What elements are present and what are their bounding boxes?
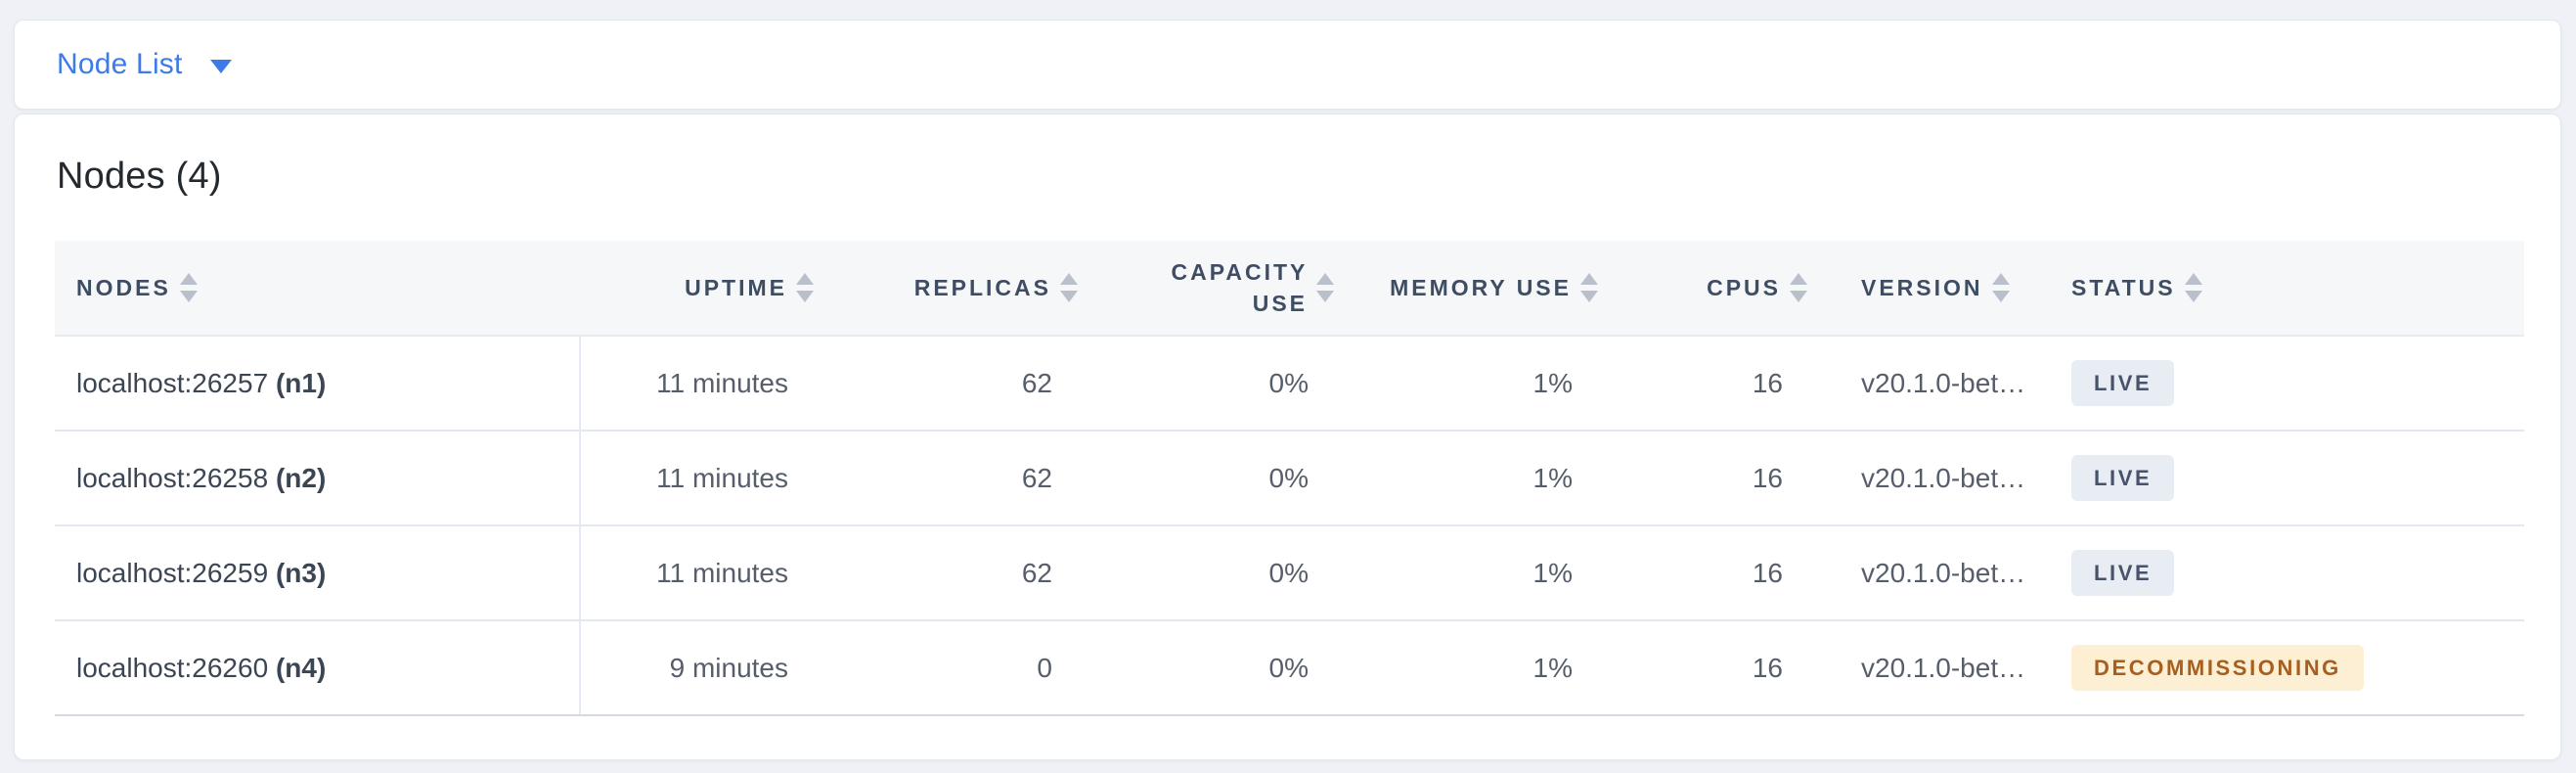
sort-arrows-icon <box>2184 273 2202 302</box>
column-header-uptime[interactable]: UPTIME <box>580 241 822 337</box>
status-badge: LIVE <box>2071 360 2175 406</box>
node-address-cell: localhost:26257 (n1) <box>55 336 581 432</box>
capacity-use-cell: 0% <box>1087 620 1343 716</box>
node-id: (n2) <box>275 462 327 493</box>
replicas-cell: 0 <box>822 620 1087 716</box>
view-selector-label: Node List <box>57 48 183 80</box>
version-cell: v20.1.0-bet… <box>1807 336 2047 432</box>
column-header-memory-use[interactable]: MEMORY USE <box>1343 241 1626 337</box>
page-title: Nodes (4) <box>57 156 222 197</box>
node-address: localhost:26259 <box>76 557 269 588</box>
status-badge: LIVE <box>2071 550 2175 596</box>
uptime-cell: 11 minutes <box>580 431 822 526</box>
memory-use-cell: 1% <box>1343 620 1626 716</box>
nodes-table: NODES UPTIME REPLICAS CAPACITY USE <box>55 241 2524 716</box>
node-address: localhost:26260 <box>76 652 269 683</box>
sort-arrows-icon <box>1790 273 1807 302</box>
replicas-cell: 62 <box>822 336 1087 432</box>
capacity-use-cell: 0% <box>1087 525 1343 621</box>
status-badge: LIVE <box>2071 455 2175 501</box>
node-address: localhost:26258 <box>76 462 269 493</box>
column-header-status[interactable]: STATUS <box>2047 241 2524 337</box>
status-cell: LIVE <box>2047 336 2524 432</box>
column-header-capacity-use[interactable]: CAPACITY USE <box>1087 241 1343 337</box>
sort-arrows-icon <box>179 273 198 302</box>
status-cell: LIVE <box>2047 431 2524 526</box>
cpus-cell: 16 <box>1626 431 1807 526</box>
uptime-cell: 11 minutes <box>580 525 822 621</box>
memory-use-cell: 1% <box>1343 525 1626 621</box>
node-id: (n1) <box>275 367 327 398</box>
cpus-cell: 16 <box>1626 336 1807 432</box>
table-header-row: NODES UPTIME REPLICAS CAPACITY USE <box>55 241 2524 337</box>
sort-arrows-icon <box>1060 273 1078 302</box>
view-selector-dropdown[interactable]: Node List <box>57 48 232 81</box>
sort-arrows-icon <box>1316 273 1334 302</box>
cpus-cell: 16 <box>1626 525 1807 621</box>
node-id: (n3) <box>275 557 327 588</box>
nodes-card: Nodes (4) NODES UPTIME RE <box>14 114 2561 760</box>
version-cell: v20.1.0-bet… <box>1807 525 2047 621</box>
table-row[interactable]: localhost:26257 (n1) 11 minutes 62 0% 1%… <box>55 336 2524 432</box>
cpus-cell: 16 <box>1626 620 1807 716</box>
status-cell: DECOMMISSIONING <box>2047 620 2524 716</box>
node-address: localhost:26257 <box>76 367 269 398</box>
table-row[interactable]: localhost:26259 (n3) 11 minutes 62 0% 1%… <box>55 525 2524 621</box>
version-cell: v20.1.0-bet… <box>1807 431 2047 526</box>
caret-down-icon <box>209 59 232 73</box>
memory-use-cell: 1% <box>1343 336 1626 432</box>
uptime-cell: 9 minutes <box>580 620 822 716</box>
column-header-version[interactable]: VERSION <box>1807 241 2047 337</box>
node-id: (n4) <box>275 652 327 683</box>
uptime-cell: 11 minutes <box>580 336 822 432</box>
replicas-cell: 62 <box>822 431 1087 526</box>
capacity-use-cell: 0% <box>1087 336 1343 432</box>
status-cell: LIVE <box>2047 525 2524 621</box>
capacity-use-cell: 0% <box>1087 431 1343 526</box>
node-address-cell: localhost:26259 (n3) <box>55 525 581 621</box>
replicas-cell: 62 <box>822 525 1087 621</box>
sort-arrows-icon <box>1991 273 2010 302</box>
version-cell: v20.1.0-bet… <box>1807 620 2047 716</box>
view-selector-card: Node List <box>14 20 2561 110</box>
node-address-cell: localhost:26260 (n4) <box>55 620 581 716</box>
status-badge: DECOMMISSIONING <box>2071 645 2364 691</box>
memory-use-cell: 1% <box>1343 431 1626 526</box>
node-address-cell: localhost:26258 (n2) <box>55 431 581 526</box>
table-row[interactable]: localhost:26258 (n2) 11 minutes 62 0% 1%… <box>55 431 2524 526</box>
sort-arrows-icon <box>1580 273 1598 302</box>
sort-arrows-icon <box>796 273 814 302</box>
table-row[interactable]: localhost:26260 (n4) 9 minutes 0 0% 1% 1… <box>55 620 2524 716</box>
column-header-replicas[interactable]: REPLICAS <box>822 241 1087 337</box>
column-header-nodes[interactable]: NODES <box>55 241 580 337</box>
column-header-cpus[interactable]: CPUS <box>1626 241 1807 337</box>
